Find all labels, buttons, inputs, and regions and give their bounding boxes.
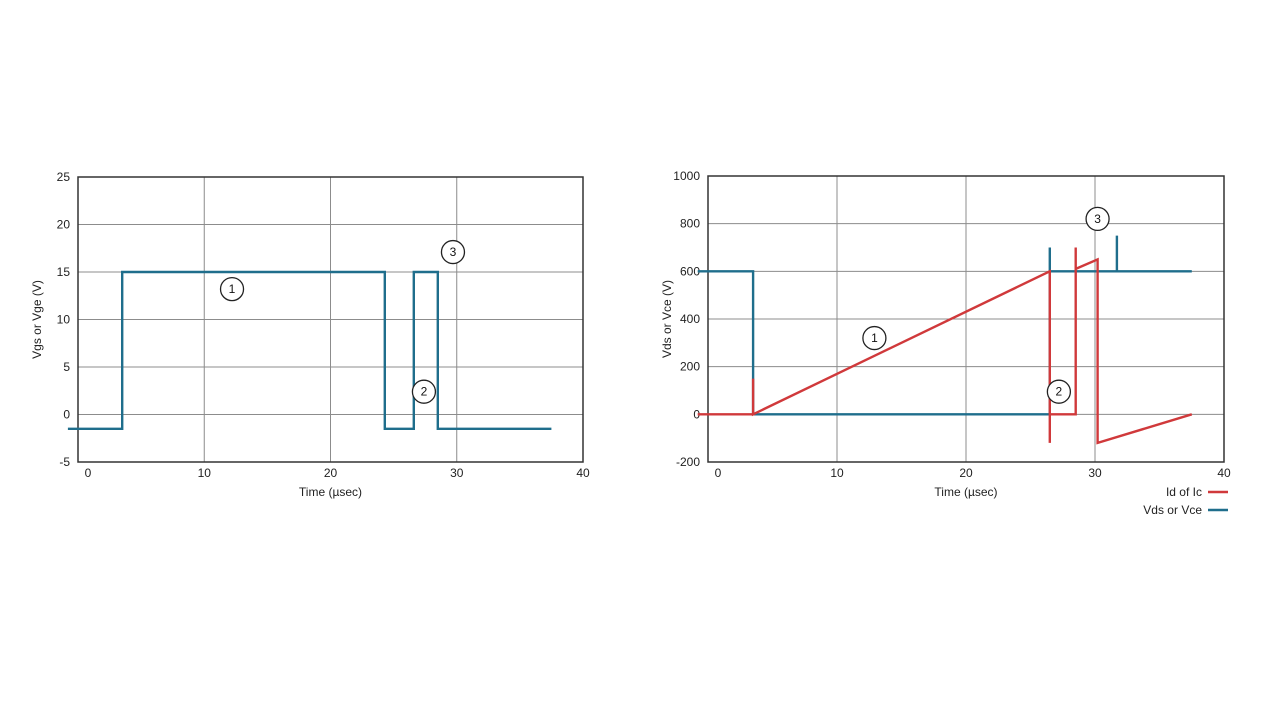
plot-frame <box>77 176 584 463</box>
series <box>67 270 552 430</box>
y-tick-labels: 1000 800 600 400 200 0 -200 <box>673 169 700 469</box>
callout-number: 3 <box>1094 212 1101 226</box>
callout-circle <box>411 379 437 404</box>
y-tick-label: 5 <box>63 360 70 374</box>
callout-number: 3 <box>450 245 457 259</box>
callout-circle <box>1085 206 1110 232</box>
x-tick-label: 10 <box>198 466 212 480</box>
y-tick-label: 400 <box>680 312 700 326</box>
y-tick-label: 0 <box>63 408 70 422</box>
x-axis-label: Time (µsec) <box>299 485 362 499</box>
gate-voltage-chart: 25 20 15 10 5 0 -5 0 10 20 30 40 Time (µsec) Vgs o… <box>30 170 590 499</box>
callout-circle <box>862 325 887 351</box>
x-tick-label: 20 <box>959 466 973 480</box>
y-tick-label: 10 <box>57 313 71 327</box>
series-line-id-of-ic <box>697 247 1193 445</box>
x-tick-label: 10 <box>830 466 844 480</box>
x-tick-label: 0 <box>715 466 722 480</box>
drain-voltage-current-chart: 1000 800 600 400 200 0 -200 0 10 20 30 40 Time (µs… <box>660 169 1231 517</box>
y-tick-label: 20 <box>57 218 71 232</box>
legend: Id of Ic Vds or Vce <box>1143 485 1228 517</box>
x-tick-label: 30 <box>450 466 464 480</box>
callout-number: 1 <box>229 282 236 296</box>
grid <box>77 176 584 463</box>
callout-circle <box>440 239 466 265</box>
series <box>697 235 1193 445</box>
y-tick-label: 1000 <box>673 169 700 183</box>
y-tick-label: 0 <box>693 407 700 421</box>
callout-number: 2 <box>421 385 428 399</box>
grid <box>707 175 1225 463</box>
callouts: 1 2 3 <box>862 206 1110 404</box>
x-tick-label: 0 <box>85 466 92 480</box>
y-tick-label: 600 <box>680 264 700 278</box>
y-tick-label: 25 <box>57 170 71 184</box>
y-tick-label: 15 <box>57 265 71 279</box>
series-line-vds-or-vce <box>697 235 1192 416</box>
y-tick-label: 800 <box>680 217 700 231</box>
callouts: 1 2 3 <box>219 239 466 404</box>
x-tick-label: 20 <box>324 466 338 480</box>
x-tick-label: 40 <box>1217 466 1231 480</box>
callout-circle <box>1046 379 1072 404</box>
callout-number: 2 <box>1056 385 1063 399</box>
y-tick-label: 200 <box>680 360 700 374</box>
y-tick-label: -5 <box>59 455 70 469</box>
callout-circle <box>219 276 245 302</box>
x-tick-labels: 0 10 20 30 40 <box>715 466 1231 480</box>
legend-label-id: Id of Ic <box>1166 485 1202 499</box>
x-axis-label: Time (µsec) <box>934 485 997 499</box>
y-axis-label: Vds or Vce (V) <box>660 280 674 358</box>
series-line-0 <box>67 270 552 430</box>
y-axis-label: Vgs or Vge (V) <box>30 280 44 359</box>
x-tick-label: 40 <box>576 466 590 480</box>
x-tick-labels: 0 10 20 30 40 <box>85 466 590 480</box>
y-tick-labels: 25 20 15 10 5 0 -5 <box>57 170 71 469</box>
legend-label-vds: Vds or Vce <box>1143 503 1202 517</box>
plot-frame <box>707 175 1225 463</box>
x-tick-label: 30 <box>1088 466 1102 480</box>
callout-number: 1 <box>871 331 878 345</box>
y-tick-label: -200 <box>676 455 700 469</box>
